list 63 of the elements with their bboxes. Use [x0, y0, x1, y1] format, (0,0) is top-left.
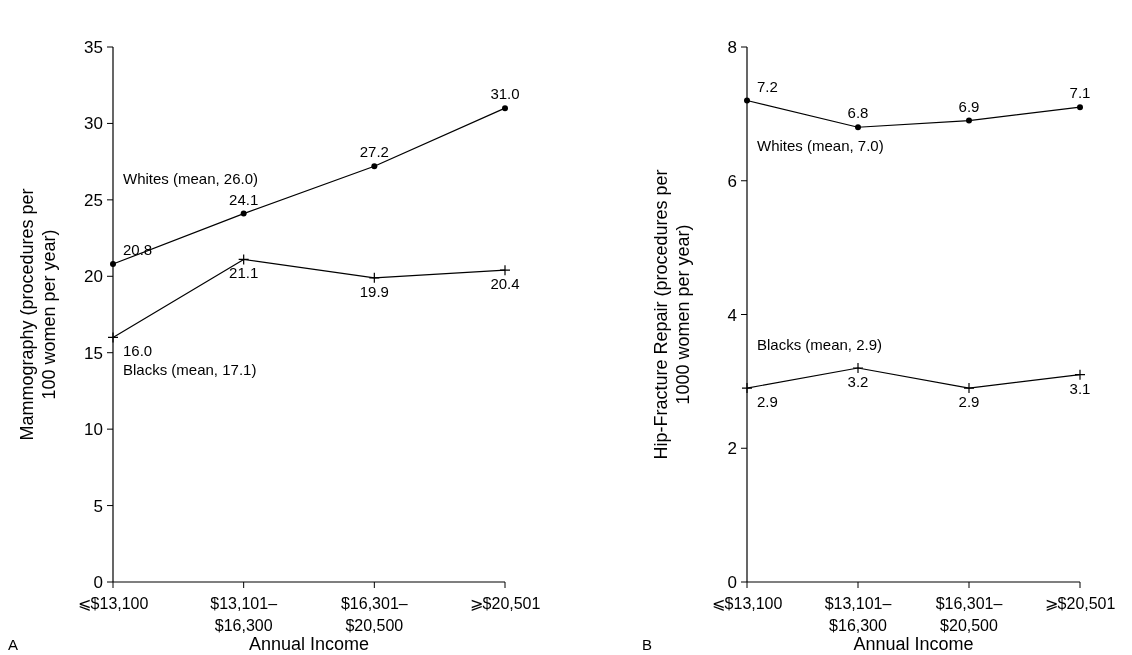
point [1077, 104, 1083, 111]
point [741, 382, 753, 394]
y-tick-label: 15 [84, 343, 103, 363]
data-label: 7.1 [1069, 84, 1091, 102]
series-label: Blacks (mean, 2.9) [757, 336, 883, 354]
point [852, 362, 864, 374]
data-label: 21.1 [229, 264, 259, 282]
series-label: Whites (mean, 26.0) [123, 170, 259, 188]
y-tick-label: 0 [727, 573, 737, 592]
x-tick-label: $13,101–$16,300 [824, 595, 892, 634]
x-tick-label: ⩾$20,501 [1044, 595, 1116, 612]
series-label: Blacks (mean, 17.1) [123, 361, 257, 379]
data-label: 7.2 [757, 77, 778, 95]
data-label: 24.1 [229, 190, 259, 208]
y-tick-label: 8 [727, 38, 737, 57]
y-tick-label: 20 [84, 267, 103, 287]
data-label: 2.9 [757, 393, 778, 411]
x-tick-label: $16,301–$20,500 [935, 595, 1003, 634]
y-tick-label: 2 [727, 439, 737, 459]
data-label: 6.9 [958, 97, 980, 115]
data-label: 27.2 [359, 143, 389, 161]
data-label: 3.1 [1069, 379, 1091, 397]
data-label: 2.9 [958, 393, 980, 411]
x-tick-label: $13,101–$16,300 [210, 595, 278, 634]
data-label: 19.9 [359, 282, 389, 300]
data-label: 20.8 [123, 241, 153, 259]
point [110, 261, 116, 268]
point [238, 253, 250, 266]
data-label: 20.4 [490, 275, 520, 293]
text: B [642, 636, 653, 653]
y-tick-label: 35 [84, 38, 103, 57]
y-axis-title: Hip-Fracture Repair (procedures per 1000 women per year) [651, 169, 693, 460]
text: A [8, 636, 19, 653]
data-label: 6.8 [847, 104, 869, 122]
y-tick-label: 6 [727, 171, 737, 191]
x-tick-label: ⩽$13,100 [711, 595, 783, 612]
data-label: 3.2 [847, 373, 869, 390]
x-axis-title: Annual Income [248, 634, 370, 654]
data-label: 31.0 [490, 85, 520, 103]
y-tick-label: 30 [84, 114, 103, 134]
y-axis-title: Mammography (procedures per 100 women per year) [17, 188, 59, 441]
point [966, 117, 972, 124]
point [371, 163, 378, 170]
point [963, 382, 975, 394]
x-tick-label: $16,301–$20,500 [340, 595, 408, 634]
x-tick-label: ⩽$13,100 [77, 595, 149, 612]
point [368, 272, 380, 284]
point [744, 97, 750, 104]
x-axis-title: Annual Income [853, 634, 974, 654]
y-tick-label: 5 [93, 496, 103, 516]
data-label: 16.0 [123, 342, 153, 360]
point [107, 331, 119, 344]
y-tick-label: 10 [84, 420, 103, 440]
y-tick-label: 4 [727, 305, 737, 325]
y-tick-label: 25 [84, 190, 103, 210]
point [240, 210, 247, 217]
point [502, 105, 508, 112]
point [499, 264, 511, 276]
x-tick-label: ⩾$20,501 [469, 595, 541, 612]
series-label: Whites (mean, 7.0) [757, 136, 884, 154]
y-tick-label: 0 [93, 573, 103, 592]
point [1074, 369, 1086, 381]
point [855, 124, 861, 131]
